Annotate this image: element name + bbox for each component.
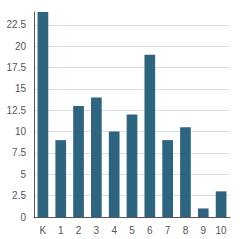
svg-text:0: 0 — [20, 212, 26, 223]
svg-text:3: 3 — [94, 225, 100, 236]
svg-text:2: 2 — [76, 225, 82, 236]
svg-text:K: K — [40, 225, 47, 236]
svg-text:7.5: 7.5 — [12, 147, 26, 158]
svg-text:4: 4 — [111, 225, 117, 236]
svg-text:10: 10 — [216, 225, 228, 236]
svg-text:1: 1 — [58, 225, 64, 236]
svg-text:5: 5 — [129, 225, 135, 236]
svg-text:9: 9 — [200, 225, 206, 236]
svg-text:22.5: 22.5 — [7, 19, 27, 30]
svg-text:7: 7 — [165, 225, 171, 236]
svg-text:10: 10 — [15, 126, 27, 137]
svg-text:15: 15 — [15, 83, 27, 94]
svg-text:8: 8 — [183, 225, 189, 236]
svg-text:2.5: 2.5 — [12, 190, 26, 201]
svg-text:5: 5 — [20, 169, 26, 180]
svg-text:20: 20 — [15, 41, 27, 52]
svg-text:6: 6 — [147, 225, 153, 236]
svg-text:17.5: 17.5 — [7, 62, 27, 73]
svg-text:12.5: 12.5 — [7, 105, 27, 116]
